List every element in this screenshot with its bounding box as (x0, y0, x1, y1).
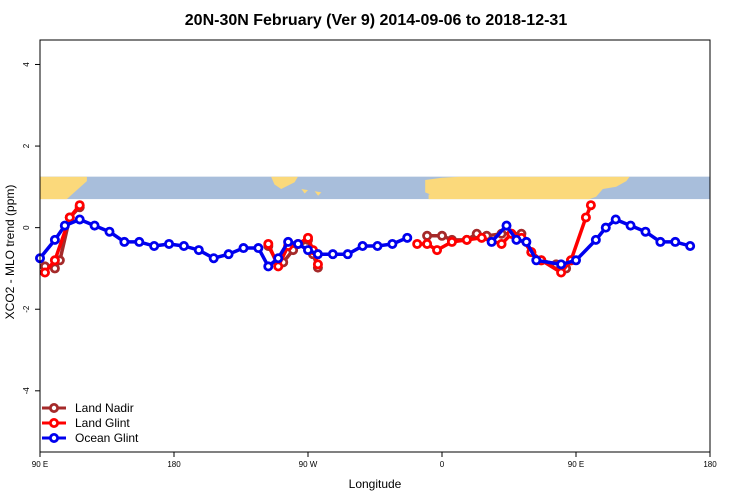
map-land (314, 191, 322, 196)
y-tick-label: 0 (22, 225, 31, 230)
series-line (43, 204, 82, 274)
data-point (357, 240, 368, 251)
data-point (39, 267, 50, 278)
map-land (271, 176, 298, 189)
data-point (193, 245, 204, 256)
data-point (164, 238, 175, 249)
data-point (372, 240, 383, 251)
data-point (178, 240, 189, 251)
data-point (655, 236, 666, 247)
y-axis-label: XCO2 - MLO trend (ppm) (3, 185, 17, 320)
y-tick-label: -4 (22, 387, 31, 395)
data-point (580, 212, 591, 223)
data-point (446, 236, 457, 247)
y-tick-label: -2 (22, 305, 31, 313)
x-tick-label: 90 E (568, 460, 584, 469)
plot-frame (39, 39, 711, 453)
series-line (38, 217, 408, 269)
map-land (428, 191, 442, 200)
series-layer (35, 200, 696, 278)
data-point (432, 245, 443, 256)
data-point (134, 236, 145, 247)
legend-label: Land Glint (75, 416, 130, 430)
data-point (556, 259, 567, 270)
data-point (640, 226, 651, 237)
data-point (486, 236, 497, 247)
data-point (49, 234, 60, 245)
series-ocean-glint (35, 214, 696, 272)
y-tick-label: 2 (22, 143, 31, 148)
data-point (685, 240, 696, 251)
map-land (425, 176, 630, 200)
data-point (253, 243, 264, 254)
data-point (273, 253, 284, 264)
data-point (590, 234, 601, 245)
data-point (263, 261, 274, 272)
data-point (64, 212, 75, 223)
data-point (610, 214, 621, 225)
data-point (238, 243, 249, 254)
map-land (40, 176, 87, 200)
data-point (422, 230, 433, 241)
data-point (293, 238, 304, 249)
data-point (501, 220, 512, 231)
data-point (74, 200, 85, 211)
data-point (387, 238, 398, 249)
data-point (312, 259, 323, 270)
chart-title: 20N-30N February (Ver 9) 2014-09-06 to 2… (185, 12, 568, 29)
data-point (302, 232, 313, 243)
x-tick-label: 90 W (299, 460, 318, 469)
data-point (625, 220, 636, 231)
data-point (600, 222, 611, 233)
data-point (59, 220, 70, 231)
data-point (302, 245, 313, 256)
data-point (521, 236, 532, 247)
data-point (89, 220, 100, 231)
data-point (342, 249, 353, 260)
data-point (104, 226, 115, 237)
data-point (511, 234, 522, 245)
x-tick-label: 90 E (32, 460, 48, 469)
axes: 90 E 180 90 W 0 90 E 180 -4 -2 0 2 4 (22, 39, 717, 469)
legend-marker (49, 402, 60, 413)
x-axis-label: Longitude (349, 477, 402, 491)
world-map-strip (40, 176, 710, 200)
data-point (531, 255, 542, 266)
data-point (461, 234, 472, 245)
data-point (223, 249, 234, 260)
data-point (327, 249, 338, 260)
data-point (312, 249, 323, 260)
data-point (571, 255, 582, 266)
data-point (422, 238, 433, 249)
map-land (301, 189, 308, 194)
data-point (49, 255, 60, 266)
data-point (149, 240, 160, 251)
data-point (496, 238, 507, 249)
legend-marker (49, 432, 60, 443)
data-point (273, 261, 284, 272)
x-tick-label: 180 (703, 460, 717, 469)
legend-label: Land Nadir (75, 401, 134, 415)
data-point (556, 267, 567, 278)
data-point (119, 236, 130, 247)
data-point (412, 238, 423, 249)
data-point (283, 236, 294, 247)
data-point (208, 253, 219, 264)
legend-marker (49, 417, 60, 428)
data-point (585, 200, 596, 211)
data-point (74, 214, 85, 225)
data-point (436, 230, 447, 241)
data-point (402, 232, 413, 243)
x-tick-label: 0 (440, 460, 445, 469)
x-tick-label: 180 (167, 460, 181, 469)
data-point (263, 238, 274, 249)
data-point (476, 232, 487, 243)
y-tick-label: 4 (22, 62, 31, 67)
legend-label: Ocean Glint (75, 431, 139, 445)
data-point (670, 236, 681, 247)
